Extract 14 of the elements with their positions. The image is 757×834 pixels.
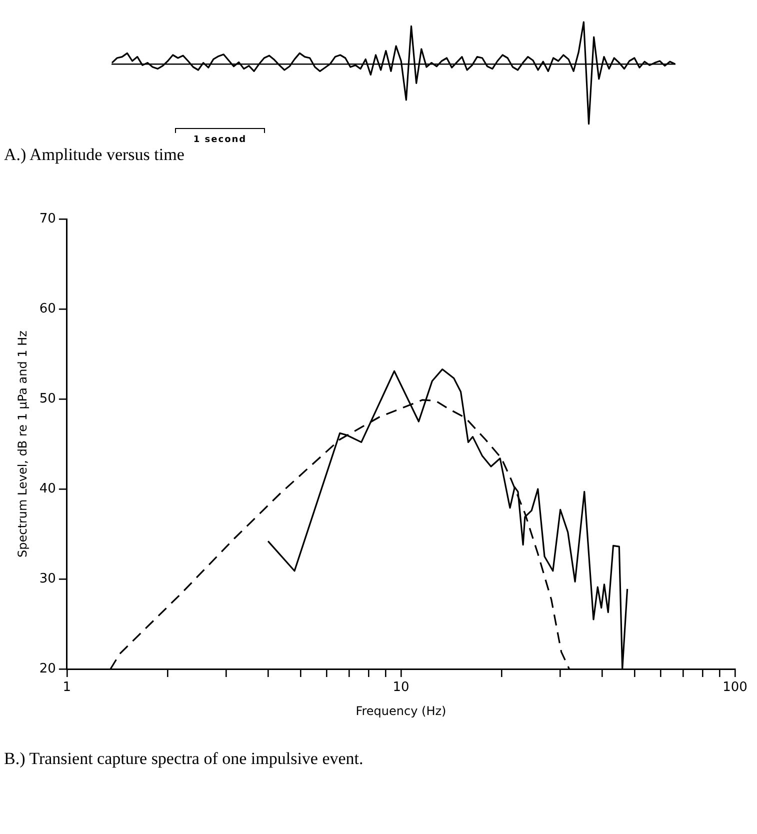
y-tick-label: 30 [39,571,56,586]
y-tick-label: 60 [39,301,56,316]
x-tick-label: 10 [392,680,410,696]
y-tick-label: 50 [39,391,56,406]
y-tick-label: 40 [39,481,56,496]
text: B.) Transient capture spectra of one impulsive event. [4,749,364,769]
y-tick-label: 20 [39,661,56,676]
x-tick-label: 100 [722,680,748,696]
x-axis-title: Frequency (Hz) [356,704,446,718]
y-axis-title: Spectrum Level, dB re 1 μPa and 1 Hz [15,330,30,558]
y-tick-label: 70 [39,211,56,226]
text: 1 second [193,135,247,145]
text: A.) Amplitude versus time [4,145,186,165]
x-tick-label: 1 [62,680,72,696]
